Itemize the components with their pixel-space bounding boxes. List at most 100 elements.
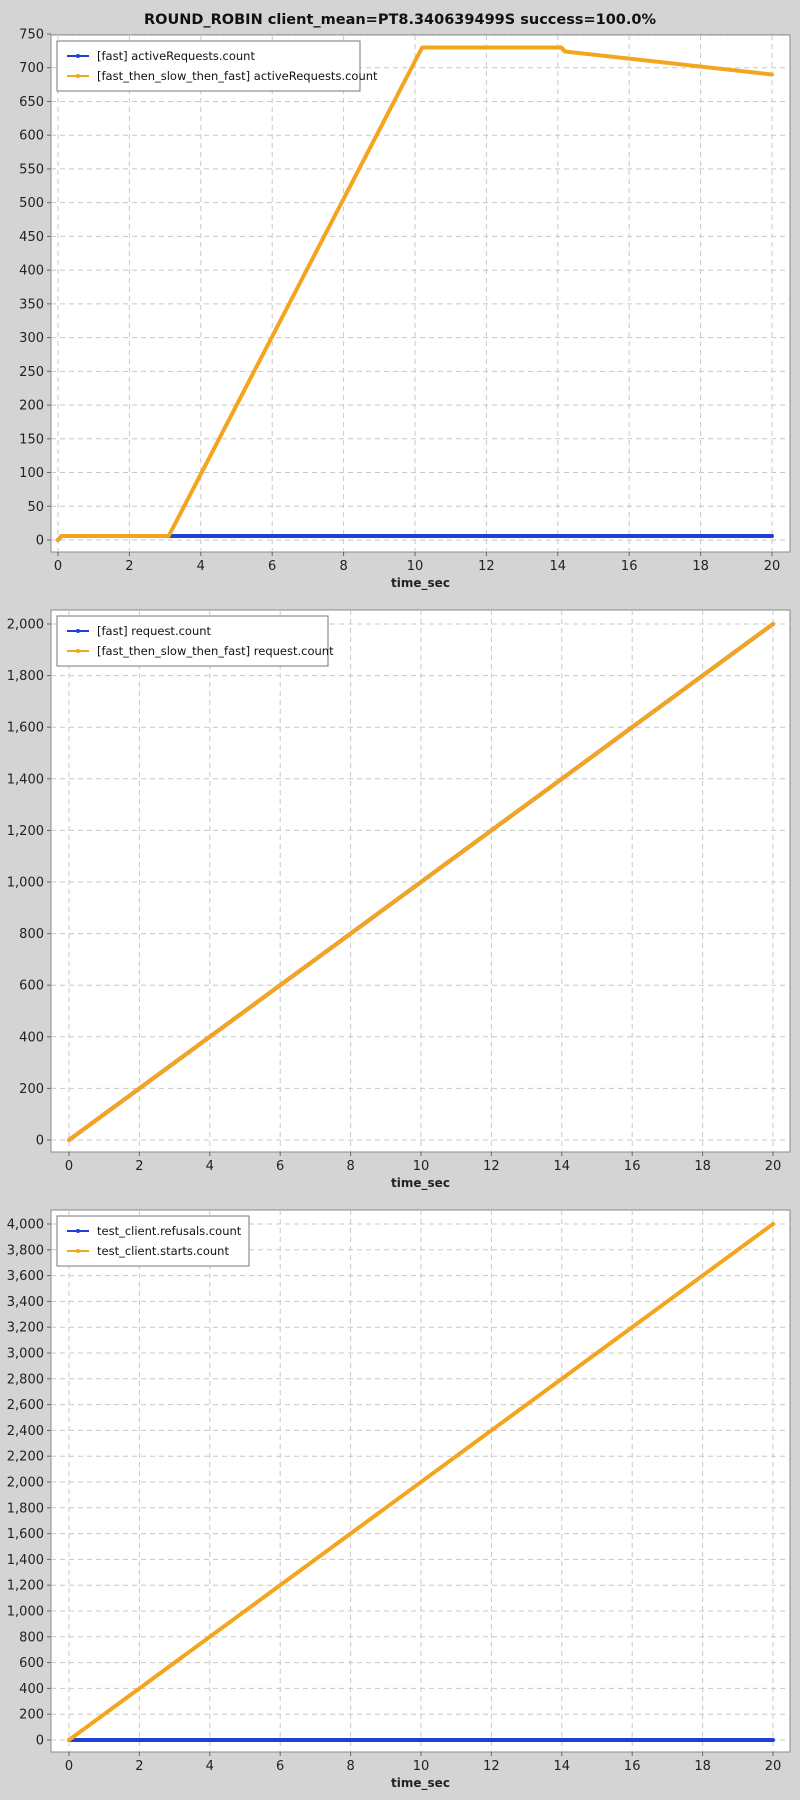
legend-label: test_client.starts.count [97, 1244, 229, 1258]
x-tick-label: 4 [206, 1759, 214, 1774]
y-tick-label: 1,400 [7, 772, 44, 787]
x-tick-label: 0 [65, 1759, 73, 1774]
x-tick-label: 10 [413, 1159, 430, 1174]
y-tick-label: 350 [19, 297, 44, 312]
legend-marker [76, 74, 80, 78]
x-tick-label: 20 [764, 559, 781, 574]
series-line-0 [56, 534, 774, 542]
series-line-1 [67, 622, 775, 1142]
y-tick-label: 200 [19, 1708, 44, 1723]
y-tick-label: 1,200 [7, 1579, 44, 1594]
y-tick-label: 0 [36, 534, 44, 549]
y-tick-label: 800 [19, 927, 44, 942]
x-tick-label: 16 [621, 559, 638, 574]
y-tick-label: 500 [19, 196, 44, 211]
figure-title: ROUND_ROBIN client_mean=PT8.340639499S s… [143, 12, 657, 28]
y-tick-label: 1,000 [7, 1605, 44, 1620]
legend-marker [76, 649, 80, 653]
y-tick-label: 100 [19, 466, 44, 481]
x-tick-label: 16 [624, 1759, 641, 1774]
x-tick-label: 8 [339, 559, 347, 574]
y-tick-label: 3,800 [7, 1243, 44, 1258]
y-tick-label: 2,000 [7, 1476, 44, 1491]
legend-marker [76, 629, 80, 633]
legend-marker [76, 1229, 80, 1233]
x-tick-label: 2 [135, 1159, 143, 1174]
x-axis-label: time_sec [391, 576, 450, 591]
y-tick-label: 400 [19, 1682, 44, 1697]
legend-marker [76, 54, 80, 58]
x-tick-label: 10 [407, 559, 424, 574]
y-tick-label: 0 [36, 1134, 44, 1149]
x-tick-label: 18 [694, 1159, 711, 1174]
y-tick-label: 2,600 [7, 1398, 44, 1413]
x-tick-label: 18 [694, 1759, 711, 1774]
y-tick-label: 400 [19, 264, 44, 279]
series-line-0 [67, 622, 775, 1142]
legend-marker [76, 1249, 80, 1253]
x-tick-label: 4 [197, 559, 205, 574]
x-tick-label: 10 [413, 1759, 430, 1774]
plot-area [50, 1209, 791, 1753]
y-tick-label: 200 [19, 399, 44, 414]
y-tick-label: 700 [19, 61, 44, 76]
x-tick-label: 6 [268, 559, 276, 574]
x-tick-label: 14 [550, 559, 567, 574]
y-tick-label: 550 [19, 162, 44, 177]
legend-label: [fast_then_slow_then_fast] activeRequest… [97, 69, 378, 83]
series-line-1 [67, 1222, 775, 1742]
x-tick-label: 2 [125, 559, 133, 574]
x-tick-label: 0 [54, 559, 62, 574]
x-tick-label: 0 [65, 1159, 73, 1174]
y-tick-label: 450 [19, 230, 44, 245]
y-tick-label: 1,400 [7, 1553, 44, 1568]
y-tick-label: 200 [19, 1082, 44, 1097]
y-tick-label: 3,600 [7, 1269, 44, 1284]
y-tick-label: 3,000 [7, 1347, 44, 1362]
y-tick-label: 2,800 [7, 1372, 44, 1387]
x-tick-label: 14 [554, 1759, 571, 1774]
y-tick-label: 1,800 [7, 1501, 44, 1516]
plot-area [50, 609, 791, 1153]
y-tick-label: 3,400 [7, 1295, 44, 1310]
legend-box [56, 1215, 250, 1267]
y-tick-label: 600 [19, 1656, 44, 1671]
y-tick-label: 1,600 [7, 721, 44, 736]
y-tick-label: 1,600 [7, 1527, 44, 1542]
series-line-1 [56, 45, 774, 542]
x-tick-label: 20 [765, 1159, 782, 1174]
y-tick-label: 50 [27, 500, 44, 515]
y-tick-label: 600 [19, 979, 44, 994]
y-tick-label: 0 [36, 1734, 44, 1749]
x-tick-label: 12 [478, 559, 495, 574]
legend-label: [fast] activeRequests.count [97, 49, 255, 63]
x-tick-label: 4 [206, 1159, 214, 1174]
y-tick-label: 2,200 [7, 1450, 44, 1465]
x-tick-label: 12 [483, 1159, 500, 1174]
legend-label: [fast] request.count [97, 624, 212, 638]
legend-label: test_client.refusals.count [97, 1224, 242, 1238]
x-tick-label: 18 [692, 559, 709, 574]
x-tick-label: 2 [135, 1759, 143, 1774]
y-tick-label: 3,200 [7, 1321, 44, 1336]
y-tick-label: 400 [19, 1030, 44, 1045]
y-tick-label: 2,000 [7, 618, 44, 633]
y-tick-label: 750 [19, 28, 44, 43]
legend-label: [fast_then_slow_then_fast] request.count [97, 644, 334, 658]
x-tick-label: 12 [483, 1759, 500, 1774]
y-tick-label: 650 [19, 95, 44, 110]
legend-box [56, 615, 329, 667]
x-tick-label: 16 [624, 1159, 641, 1174]
x-tick-label: 8 [346, 1759, 354, 1774]
x-tick-label: 20 [765, 1759, 782, 1774]
y-tick-label: 300 [19, 331, 44, 346]
y-tick-label: 150 [19, 432, 44, 447]
y-tick-label: 600 [19, 129, 44, 144]
y-tick-label: 4,000 [7, 1218, 44, 1233]
x-tick-label: 6 [276, 1159, 284, 1174]
plot-area [50, 34, 791, 553]
